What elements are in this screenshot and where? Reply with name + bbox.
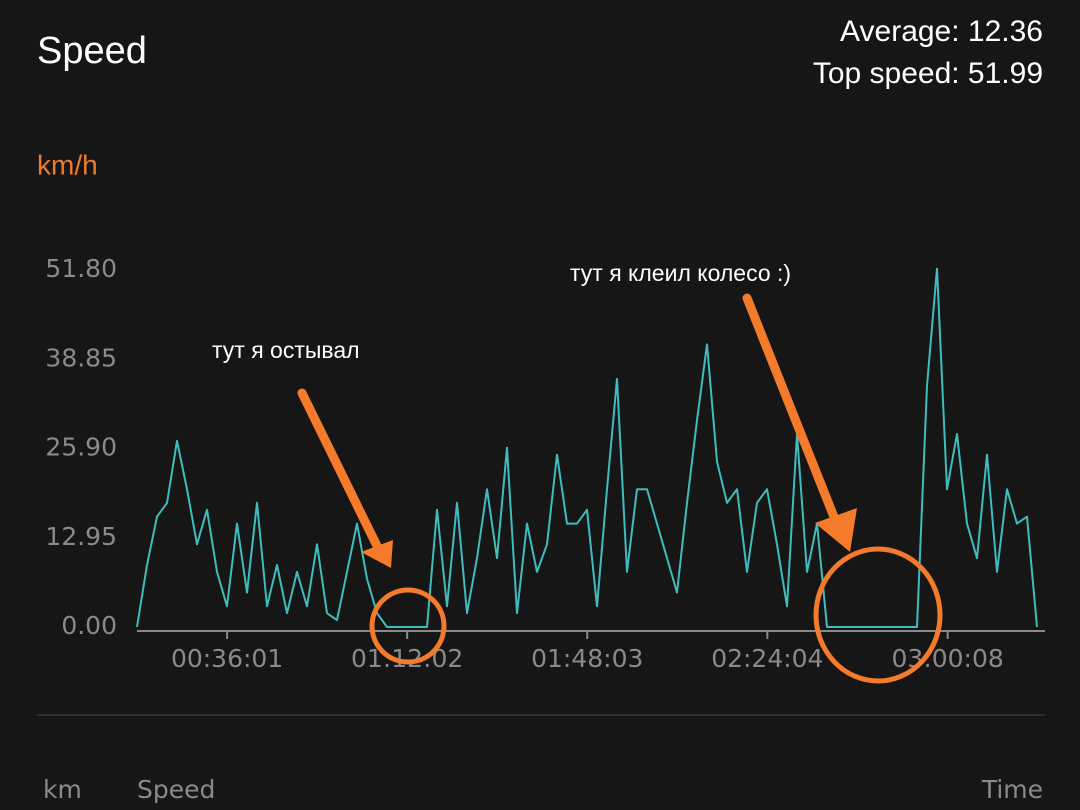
y-tick-label: 12.95: [45, 522, 117, 551]
x-tick-label: 02:24:04: [711, 644, 823, 673]
arrow: [742, 293, 841, 527]
annotation-layer: тут я остывал тут я клеил колесо :): [212, 260, 943, 684]
y-unit: km/h: [37, 149, 98, 180]
x-tick-label: 01:12:02: [351, 644, 463, 673]
top-speed: Top speed: 51.99: [813, 57, 1043, 90]
x-tick-label: 03:00:08: [892, 644, 1004, 673]
plot: 0.00 12.95 25.90 38.85 51.80 00:36:01 01:12:02…: [45, 254, 1045, 673]
footer-column: Speed: [137, 775, 215, 804]
footer-column: Time: [981, 775, 1043, 804]
highlight-circle: [369, 587, 447, 665]
title: Speed: [37, 30, 147, 72]
highlight-circle: [813, 546, 943, 684]
arrow-head: [361, 540, 393, 568]
y-tick-label: 38.85: [45, 343, 117, 372]
annotation: тут я остывал: [212, 337, 360, 363]
annotation: тут я клеил колесо :): [570, 260, 791, 286]
speed-line: [136, 267, 1038, 628]
average: Average: 12.36: [840, 15, 1043, 48]
y-tick-label: 51.80: [45, 254, 117, 283]
arrow: [297, 388, 383, 553]
x-tick-label: 01:48:03: [531, 644, 643, 673]
x-tick-label: 00:36:01: [171, 644, 283, 673]
y-tick-label: 25.90: [45, 433, 117, 462]
y-tick-label: 0.00: [61, 611, 117, 640]
footer-column: km: [43, 775, 82, 804]
arrow-head: [815, 508, 857, 552]
